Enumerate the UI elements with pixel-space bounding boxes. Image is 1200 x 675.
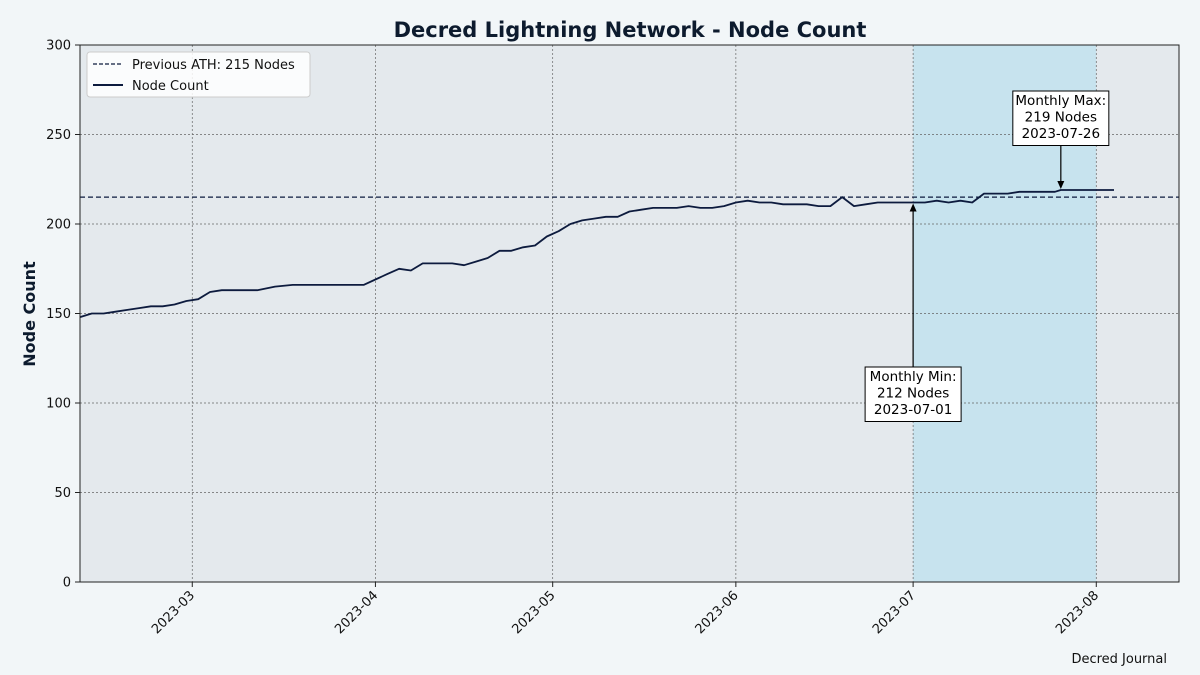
x-tick-label: 2023-05	[509, 588, 558, 637]
y-tick-label: 0	[63, 576, 71, 591]
source-credit: Decred Journal	[1071, 652, 1167, 667]
legend-label-reference: Previous ATH: 215 Nodes	[132, 58, 295, 73]
y-tick-label: 200	[46, 218, 71, 233]
annotation-text-line: Monthly Min:	[870, 369, 957, 385]
annotation-box	[864, 366, 962, 422]
x-tick-label: 2023-03	[149, 588, 198, 637]
annotation-text-line: Monthly Max:	[1015, 93, 1106, 109]
annotation-box	[1012, 90, 1110, 146]
legend-box	[86, 51, 311, 98]
chart-title: Decred Lightning Network - Node Count	[394, 18, 867, 42]
x-tick-label: 2023-04	[332, 588, 381, 637]
annotation-text-line: 2023-07-26	[1022, 126, 1100, 142]
annotation-text-line: 2023-07-01	[874, 402, 952, 418]
annotation-arrow-head	[1057, 180, 1065, 189]
annotation-text-line: 219 Nodes	[1025, 110, 1097, 126]
x-tick-label: 2023-07	[870, 588, 919, 637]
series-layer	[79, 189, 1114, 318]
x-axis-ticks: 2023-03 2023-04 2023-05 2023-06 2023-07 2023-…	[149, 582, 1102, 637]
y-tick-label: 150	[46, 307, 71, 322]
y-axis-label: Node Count	[20, 261, 39, 367]
y-tick-label: 50	[54, 486, 71, 501]
annotation-arrow-head	[909, 203, 917, 212]
y-tick-label: 300	[46, 39, 71, 54]
series-line-node-count	[79, 189, 1114, 318]
y-tick-label: 250	[46, 128, 71, 143]
y-axis-ticks: 0 50 100 150 200 250 300	[46, 39, 80, 591]
x-tick-label: 2023-06	[693, 588, 742, 637]
y-tick-label: 100	[46, 397, 71, 412]
legend-label-node-count: Node Count	[132, 79, 209, 94]
x-tick-label: 2023-08	[1053, 588, 1102, 637]
annotation-text-line: 212 Nodes	[877, 386, 949, 402]
legend: Previous ATH: 215 Nodes Node Count	[86, 51, 311, 98]
